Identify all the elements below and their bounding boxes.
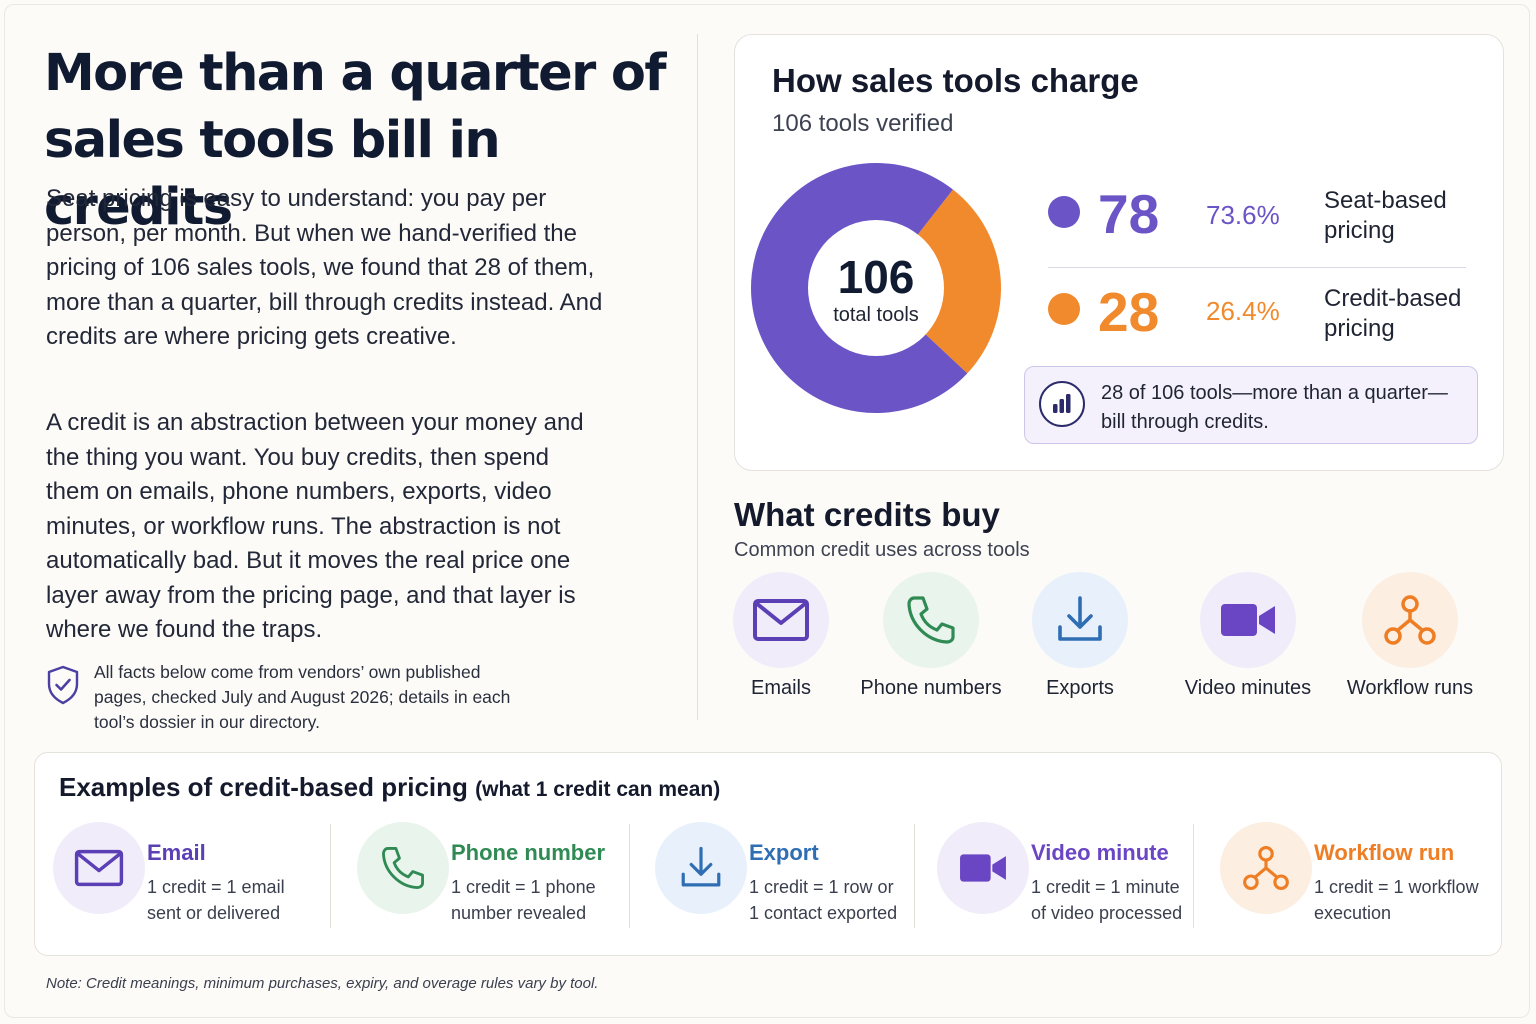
legend-value-seat: 78 xyxy=(1098,183,1160,245)
examples-title: Examples of credit-based pricing (what 1… xyxy=(59,772,720,803)
examples-title-main: Examples of credit-based pricing xyxy=(59,772,468,802)
credit-use-video-label: Video minutes xyxy=(1184,677,1312,699)
example-divider xyxy=(629,824,630,928)
credit-use-exports: Exports xyxy=(1000,572,1160,700)
credit-use-workflow-bubble xyxy=(1362,572,1458,668)
credit-use-emails: Emails xyxy=(701,572,861,700)
legend-label-seat: Seat-based pricing xyxy=(1324,187,1447,244)
credit-use-phone-bubble xyxy=(883,572,979,668)
example-workflow-desc: 1 credit = 1 workflow execution xyxy=(1314,877,1479,923)
credit-use-video-minutes: Video minutes xyxy=(1168,572,1328,700)
bar-chart-icon xyxy=(1039,381,1085,427)
intro-paragraph-1: Seat pricing is easy to understand: you … xyxy=(46,185,603,350)
example-email-desc: 1 credit = 1 email sent or delivered xyxy=(147,877,285,923)
chart-subtitle: 106 tools verified xyxy=(772,110,954,137)
chart-callout: 28 of 106 tools—more than a quarter—bill… xyxy=(1024,366,1478,444)
page-frame xyxy=(4,4,1530,1018)
example-phone-name: Phone number xyxy=(451,840,606,865)
facts-note-text: All facts below come from vendors’ own p… xyxy=(94,662,511,732)
example-workflow-bubble xyxy=(1220,822,1312,914)
facts-note: All facts below come from vendors’ own p… xyxy=(46,660,516,735)
download-icon xyxy=(1058,596,1102,641)
legend-percent-seat: 73.6% xyxy=(1206,200,1280,230)
legend-dot-credit xyxy=(1048,293,1080,325)
legend-label-credit: Credit-based pricing xyxy=(1324,285,1462,342)
column-divider xyxy=(697,34,698,720)
credit-uses-subtitle: Common credit uses across tools xyxy=(734,539,1030,561)
credit-use-exports-label: Exports xyxy=(1046,677,1114,699)
example-video-name: Video minute xyxy=(1031,840,1169,865)
example-workflow-name: Workflow run xyxy=(1314,840,1455,865)
legend-value-credit: 28 xyxy=(1098,281,1160,343)
credit-uses-title: What credits buy xyxy=(734,496,1000,533)
credit-use-phone-label: Phone numbers xyxy=(860,677,1002,699)
donut-chart: 106 total tools xyxy=(751,163,1001,413)
example-video-desc: 1 credit = 1 minute of video processed xyxy=(1031,877,1183,923)
example-export-name: Export xyxy=(749,840,819,865)
workflow-icon xyxy=(1243,846,1289,890)
envelope-icon xyxy=(74,849,124,887)
shield-check-icon xyxy=(47,665,79,705)
legend-item-seat: 78 73.6% Seat-based pricing xyxy=(1046,182,1476,272)
example-divider xyxy=(914,824,915,928)
credit-use-exports-bubble xyxy=(1032,572,1128,668)
legend-item-credit: 28 26.4% Credit-based pricing xyxy=(1046,278,1476,368)
video-camera-icon xyxy=(1221,604,1275,636)
credit-use-workflow-runs: Workflow runs xyxy=(1330,572,1490,700)
envelope-icon xyxy=(753,599,809,641)
donut-center-label: total tools xyxy=(833,304,919,326)
examples-title-note: (what 1 credit can mean) xyxy=(475,778,721,801)
example-divider xyxy=(330,824,331,928)
example-email-name: Email xyxy=(147,840,206,865)
phone-icon xyxy=(907,596,955,644)
video-camera-icon xyxy=(960,854,1006,882)
credit-use-workflow-label: Workflow runs xyxy=(1346,677,1474,699)
headline: More than a quarter of sales tools bill … xyxy=(44,44,667,237)
intro-paragraph-2: A credit is an abstraction between your … xyxy=(46,409,584,643)
example-divider xyxy=(1193,824,1194,928)
donut-center-value: 106 xyxy=(838,251,915,303)
credit-use-phone-numbers: Phone numbers xyxy=(851,572,1011,700)
legend-divider xyxy=(1048,267,1466,268)
callout-text: 28 of 106 tools—more than a quarter—bill… xyxy=(1101,382,1448,433)
example-email-bubble xyxy=(53,822,145,914)
chart-title: How sales tools charge xyxy=(772,62,1139,99)
legend-dot-seat xyxy=(1048,196,1080,228)
credit-use-emails-label: Emails xyxy=(750,677,811,699)
example-export-desc: 1 credit = 1 row or 1 contact exported xyxy=(749,877,898,923)
legend-percent-credit: 26.4% xyxy=(1206,296,1280,326)
example-phone-bubble xyxy=(357,822,449,914)
footer-note: Note: Credit meanings, minimum purchases… xyxy=(46,975,599,992)
example-video-bubble xyxy=(937,822,1029,914)
download-icon xyxy=(681,846,721,887)
credit-use-video-bubble xyxy=(1200,572,1296,668)
credit-use-emails-bubble xyxy=(733,572,829,668)
example-export-bubble xyxy=(655,822,747,914)
phone-icon xyxy=(382,847,424,889)
example-phone-desc: 1 credit = 1 phone number revealed xyxy=(451,877,596,923)
workflow-icon xyxy=(1384,595,1436,645)
